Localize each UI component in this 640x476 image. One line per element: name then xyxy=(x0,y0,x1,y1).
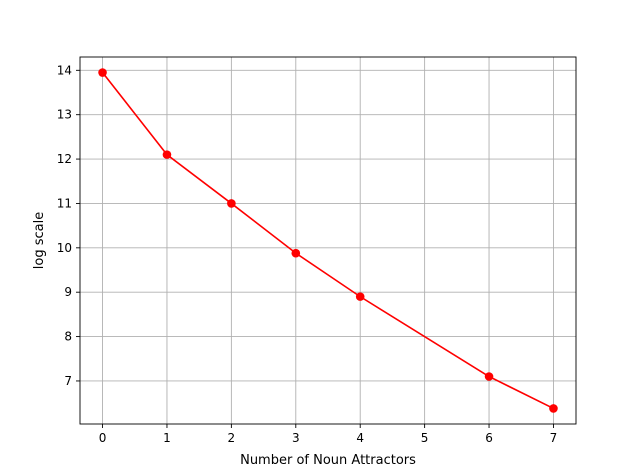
x-tick-label: 6 xyxy=(485,431,493,445)
x-tick-label: 7 xyxy=(550,431,558,445)
data-point xyxy=(162,150,172,159)
data-point xyxy=(291,248,301,258)
series-layer xyxy=(98,68,558,413)
y-tick-label: 9 xyxy=(64,285,72,299)
y-tick-label: 11 xyxy=(57,196,72,210)
data-point xyxy=(355,292,365,301)
x-axis-label: Number of Noun Attractors xyxy=(240,453,416,468)
y-tick-label: 12 xyxy=(57,152,72,166)
data-point xyxy=(227,199,236,208)
y-axis-ticks: 7 8 9 10 11 12 13 14 xyxy=(57,63,80,388)
x-tick-label: 4 xyxy=(356,431,364,445)
x-gridlines xyxy=(102,57,554,424)
y-tick-label: 14 xyxy=(57,63,72,77)
y-tick-label: 13 xyxy=(57,108,72,122)
x-tick-label: 0 xyxy=(99,431,107,445)
series-line xyxy=(101,72,554,410)
x-tick-label: 1 xyxy=(163,431,171,445)
y-tick-label: 10 xyxy=(57,241,72,255)
plot-frame xyxy=(79,56,577,425)
y-axis-label: log scale xyxy=(32,212,47,269)
y-tick-label: 8 xyxy=(64,330,72,344)
data-point xyxy=(484,372,494,381)
y-tick-label: 7 xyxy=(64,374,72,388)
data-point xyxy=(98,68,107,77)
data-point xyxy=(549,404,558,413)
x-tick-label: 3 xyxy=(292,431,300,445)
x-tick-label: 2 xyxy=(228,431,236,445)
x-axis-ticks: 0 1 2 3 4 5 6 7 xyxy=(99,424,558,445)
x-tick-label: 5 xyxy=(421,431,429,445)
y-gridlines xyxy=(80,69,576,382)
